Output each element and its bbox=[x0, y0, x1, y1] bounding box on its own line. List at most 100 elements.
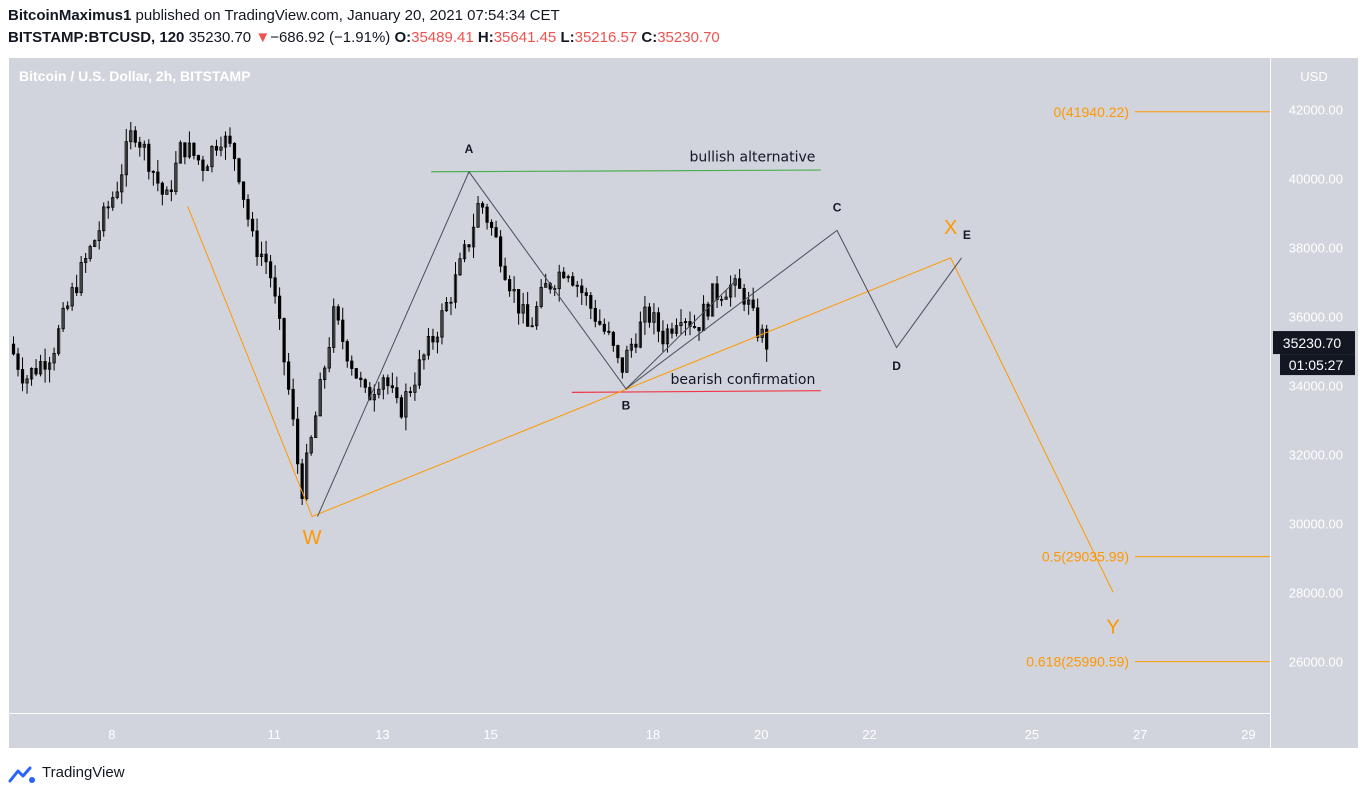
candle-body bbox=[562, 271, 566, 279]
candle-body bbox=[665, 328, 670, 345]
candle-body bbox=[61, 307, 65, 330]
candle-body bbox=[29, 367, 34, 380]
candle-body bbox=[336, 306, 340, 321]
x-tick-label: 13 bbox=[375, 727, 389, 742]
candle-body bbox=[309, 437, 313, 454]
candle-body bbox=[390, 385, 394, 389]
chart-header: BitcoinMaximus1 published on TradingView… bbox=[8, 0, 1358, 54]
low-label: L: bbox=[560, 29, 575, 46]
candle-body bbox=[462, 244, 467, 260]
bearish-confirmation-label: bearish confirmation bbox=[671, 372, 816, 388]
candle-body bbox=[106, 206, 110, 209]
countdown-tag bbox=[1280, 354, 1355, 376]
candle-body bbox=[602, 323, 606, 332]
candle-body bbox=[449, 301, 453, 304]
candle-body bbox=[521, 304, 525, 314]
corrective-wave-line bbox=[625, 281, 735, 390]
candle-body bbox=[476, 203, 480, 228]
candle-body bbox=[169, 189, 173, 192]
candle-body bbox=[156, 171, 160, 184]
y-tick-label: 40000.00 bbox=[1289, 172, 1343, 187]
bearish-confirmation-line bbox=[571, 390, 821, 393]
close-value: 35230.70 bbox=[657, 29, 720, 46]
candle-body bbox=[287, 361, 291, 390]
candle-body bbox=[426, 336, 431, 356]
candle-body bbox=[756, 307, 760, 338]
candle-body bbox=[210, 145, 214, 168]
candle-body bbox=[47, 362, 52, 370]
high-value: 35641.45 bbox=[493, 29, 557, 46]
candle-body bbox=[607, 330, 611, 333]
high-label: H: bbox=[477, 29, 494, 46]
candle-body bbox=[512, 289, 516, 292]
y-tick-label: 30000.00 bbox=[1289, 516, 1343, 531]
last-price-tag-label: 35230.70 bbox=[1283, 335, 1342, 351]
candle-body bbox=[535, 306, 539, 327]
price-chart[interactable]: Bitcoin / U.S. Dollar, 2h, BITSTAMP USD 42… bbox=[9, 58, 1358, 748]
candle-body bbox=[151, 171, 155, 173]
author-name[interactable]: BitcoinMaximus1 bbox=[8, 7, 132, 24]
candle-body bbox=[377, 388, 381, 395]
x-tick-label: 18 bbox=[646, 727, 660, 742]
candle-body bbox=[503, 265, 507, 280]
candle-body bbox=[296, 418, 300, 465]
candle-body bbox=[300, 463, 304, 499]
candle-body bbox=[142, 143, 146, 148]
tradingview-brand[interactable]: TradingView bbox=[42, 764, 125, 781]
sub-wave-path bbox=[317, 170, 962, 517]
candle-body bbox=[480, 203, 485, 208]
chart-area[interactable]: Bitcoin / U.S. Dollar, 2h, BITSTAMP USD 42… bbox=[9, 58, 1358, 748]
candle-body bbox=[372, 394, 376, 401]
y-tick-label: 36000.00 bbox=[1289, 310, 1343, 325]
currency-label: USD bbox=[1300, 69, 1327, 84]
candle-body bbox=[747, 299, 751, 305]
candle-body bbox=[359, 377, 363, 381]
candle-body bbox=[259, 253, 264, 257]
countdown-tag-label: 01:05:27 bbox=[1289, 357, 1344, 373]
candle-body bbox=[471, 226, 476, 248]
candle-body bbox=[453, 274, 458, 303]
candle-body bbox=[97, 230, 101, 242]
candle-body bbox=[255, 230, 259, 257]
candle-body bbox=[237, 158, 241, 183]
candle-body bbox=[228, 135, 232, 144]
sub-wave-label: B bbox=[622, 399, 631, 413]
candle-body bbox=[526, 304, 530, 327]
candle-body bbox=[724, 296, 728, 300]
candle-body bbox=[381, 377, 385, 390]
candle-body bbox=[417, 359, 422, 386]
candle-body bbox=[517, 289, 521, 314]
candle-body bbox=[638, 321, 643, 348]
candle-body bbox=[765, 328, 769, 350]
candle-body bbox=[205, 166, 210, 171]
candle-body bbox=[661, 330, 665, 345]
candle-body bbox=[706, 303, 710, 317]
candle-body bbox=[165, 189, 169, 195]
close-label: C: bbox=[641, 29, 658, 46]
x-tick-label: 15 bbox=[483, 727, 497, 742]
x-tick-label: 27 bbox=[1133, 727, 1147, 742]
candle-body bbox=[435, 336, 440, 343]
candle-body bbox=[485, 206, 489, 223]
candle-body bbox=[544, 283, 548, 288]
candle-body bbox=[422, 354, 426, 361]
candle-body bbox=[498, 236, 503, 267]
bullish-alternative-line bbox=[431, 169, 821, 173]
candle-body bbox=[102, 206, 106, 232]
candlestick-series bbox=[11, 121, 769, 506]
symbol-name[interactable]: BITSTAMP:BTCUSD, 120 bbox=[8, 29, 185, 46]
candle-body bbox=[354, 368, 358, 379]
primary-wave-label: Y bbox=[1106, 617, 1119, 639]
bullish-alternative-label: bullish alternative bbox=[690, 149, 816, 165]
candle-body bbox=[16, 353, 20, 370]
chart-background bbox=[9, 58, 1358, 748]
candle-body bbox=[11, 343, 16, 355]
symbol-line: BITSTAMP:BTCUSD, 120 35230.70 ▼−686.92 (… bbox=[8, 28, 720, 48]
candle-body bbox=[79, 262, 83, 294]
candle-body bbox=[580, 285, 584, 294]
candle-body bbox=[508, 279, 512, 292]
candle-body bbox=[201, 159, 205, 171]
candle-body bbox=[710, 283, 715, 317]
low-value: 35216.57 bbox=[574, 29, 638, 46]
candle-body bbox=[611, 331, 615, 346]
